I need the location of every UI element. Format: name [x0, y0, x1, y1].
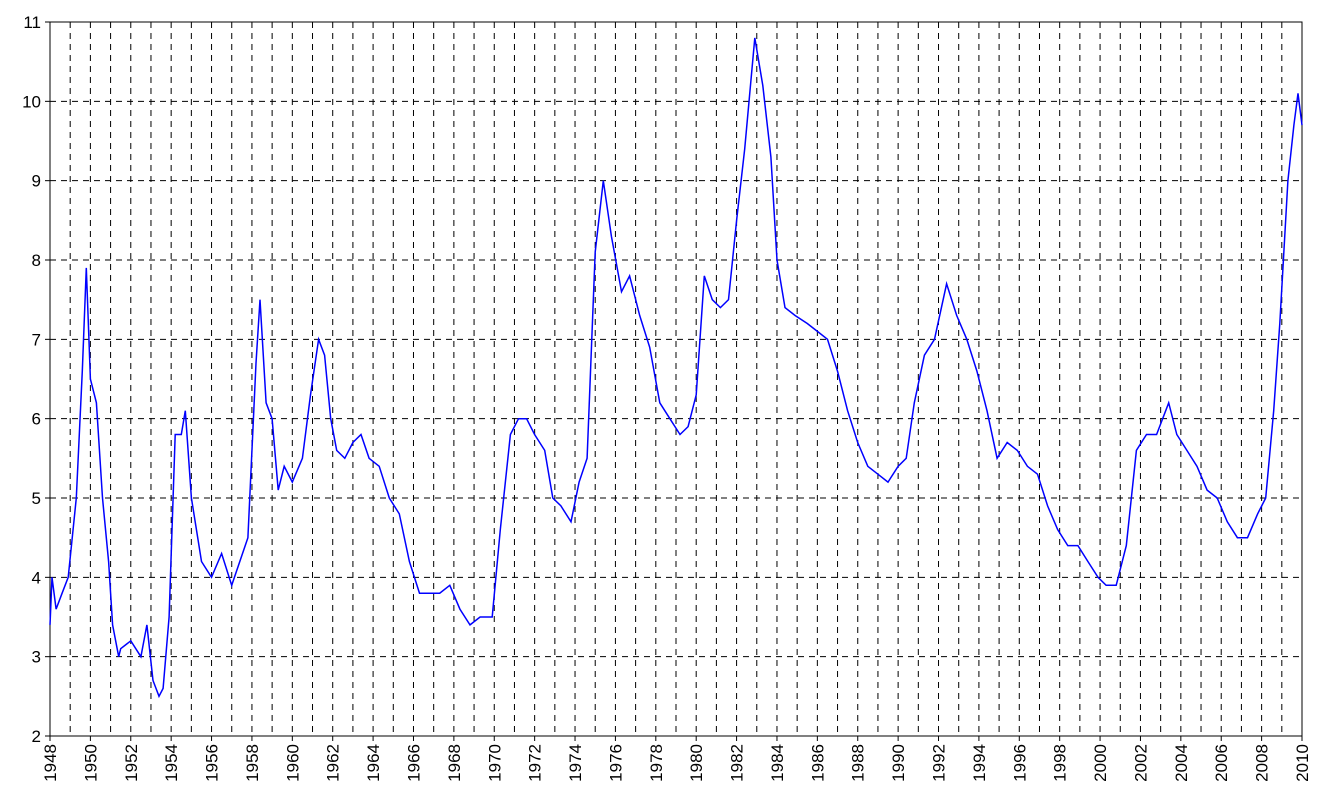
y-tick-label: 9	[32, 172, 41, 191]
x-tick-label: 1958	[243, 744, 262, 782]
x-tick-label: 2004	[1172, 744, 1191, 782]
x-tick-label: 1972	[526, 744, 545, 782]
y-tick-label: 6	[32, 410, 41, 429]
x-tick-label: 1954	[162, 744, 181, 782]
x-tick-label: 1990	[889, 744, 908, 782]
data-line	[49, 37, 1303, 699]
y-tick-label: 5	[32, 489, 41, 508]
x-tick-label: 1966	[404, 744, 423, 782]
x-tick-label: 2008	[1253, 744, 1272, 782]
x-tick-label: 1956	[203, 744, 222, 782]
y-tick-label: 8	[32, 251, 41, 270]
x-tick-label: 1960	[283, 744, 302, 782]
x-tick-label: 1948	[41, 744, 60, 782]
x-tick-label: 1980	[687, 744, 706, 782]
plot-frame	[49, 21, 1303, 737]
x-tick-label: 1952	[122, 744, 141, 782]
x-tick-label: 1982	[728, 744, 747, 782]
x-tick-label: 1968	[445, 744, 464, 782]
x-tick-label: 1992	[930, 744, 949, 782]
x-tick-label: 1970	[485, 744, 504, 782]
x-tick-label: 1994	[970, 744, 989, 782]
x-tick-label: 1988	[849, 744, 868, 782]
x-tick-label: 1962	[324, 744, 343, 782]
x-tick-label: 1976	[606, 744, 625, 782]
x-tick-label: 1950	[81, 744, 100, 782]
x-tick-label: 2010	[1293, 744, 1312, 782]
x-tick-label: 1996	[1010, 744, 1029, 782]
y-tick-label: 2	[32, 727, 41, 746]
x-tick-label: 2006	[1212, 744, 1231, 782]
x-tick-label: 2002	[1131, 744, 1150, 782]
y-tick-label: 10	[22, 92, 41, 111]
y-tick-label: 7	[32, 330, 41, 349]
x-tick-label: 1964	[364, 744, 383, 782]
y-tick-label: 3	[32, 648, 41, 667]
y-tick-label: 11	[23, 13, 41, 32]
x-tick-label: 1986	[808, 744, 827, 782]
y-tick-label: 4	[32, 568, 41, 587]
x-tick-label: 1974	[566, 744, 585, 782]
x-tick-label: 1978	[647, 744, 666, 782]
x-tick-label: 1984	[768, 744, 787, 782]
x-tick-label: 2000	[1091, 744, 1110, 782]
x-tick-label: 1998	[1051, 744, 1070, 782]
